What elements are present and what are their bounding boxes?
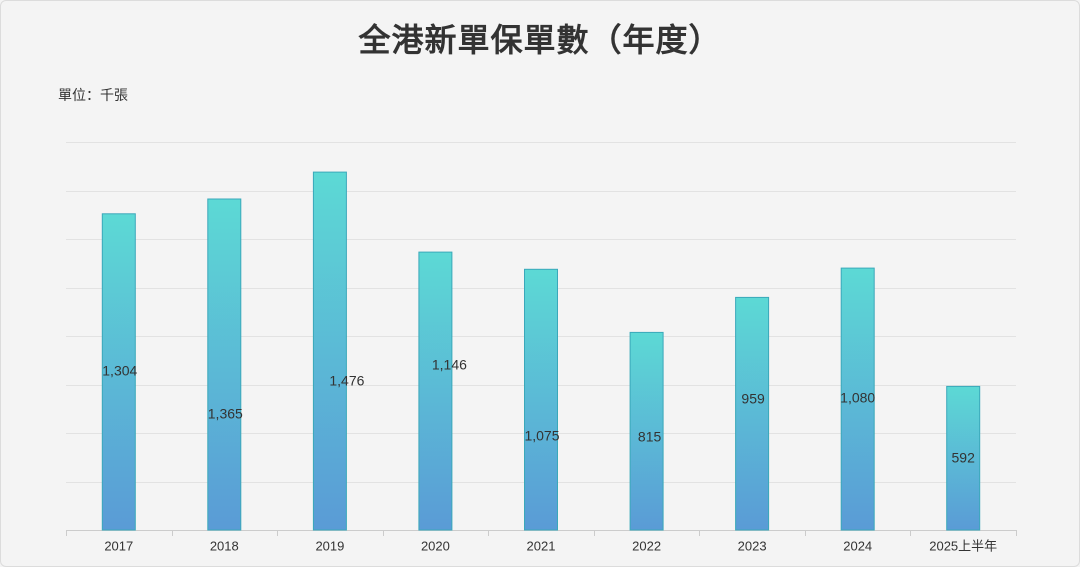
data-label-7: 959 bbox=[741, 391, 765, 407]
data-label-1: 1,304 bbox=[102, 363, 137, 379]
bar-4 bbox=[418, 251, 453, 531]
bar-2 bbox=[207, 198, 242, 531]
data-label-8: 1,080 bbox=[840, 390, 875, 406]
data-label-4: 1,146 bbox=[432, 357, 467, 373]
bar-5 bbox=[524, 268, 558, 531]
x-tick-label-8: 2024 bbox=[843, 538, 872, 553]
chart-title: 全港新單保單數（年度） bbox=[358, 21, 722, 59]
unit-label: 單位：千張 bbox=[58, 88, 128, 104]
x-tick-label-2: 2018 bbox=[210, 538, 239, 553]
data-label-3: 1,476 bbox=[329, 373, 364, 389]
data-label-9: 592 bbox=[952, 450, 976, 466]
data-label-6: 815 bbox=[638, 429, 662, 445]
bar-3 bbox=[312, 171, 347, 531]
bar-7 bbox=[735, 296, 770, 531]
x-tick-label-7: 2023 bbox=[738, 538, 767, 553]
x-tick-label-5: 2021 bbox=[527, 538, 556, 553]
bar-1 bbox=[101, 213, 136, 531]
x-tick-label-6: 2022 bbox=[632, 538, 661, 553]
data-label-5: 1,075 bbox=[524, 428, 559, 444]
bar-9 bbox=[946, 385, 981, 531]
x-tick-label-3: 2019 bbox=[315, 538, 344, 553]
data-label-2: 1,365 bbox=[208, 406, 243, 422]
bar-6 bbox=[629, 331, 664, 531]
x-tick-label-9: 2025上半年 bbox=[929, 538, 997, 553]
x-tick-label-1: 2017 bbox=[104, 538, 133, 553]
x-tick-label-4: 2020 bbox=[421, 538, 450, 553]
bar-8 bbox=[840, 267, 875, 531]
